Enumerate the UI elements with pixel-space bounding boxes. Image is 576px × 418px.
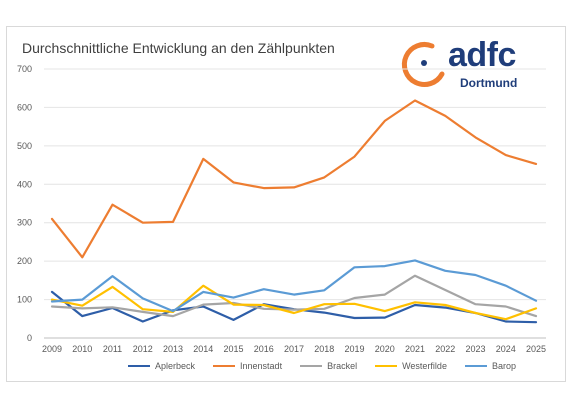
legend-item-aplerbeck: Aplerbeck bbox=[128, 361, 195, 371]
x-tick-label: 2021 bbox=[405, 344, 425, 354]
chart-frame bbox=[6, 26, 566, 382]
legend: Aplerbeck Innenstadt Brackel Westerfilde Bar… bbox=[128, 361, 516, 371]
series-line-barop bbox=[50, 259, 538, 313]
legend-swatch bbox=[464, 365, 487, 367]
legend-swatch bbox=[213, 365, 236, 367]
x-tick-label: 2017 bbox=[284, 344, 304, 354]
legend-label: Aplerbeck bbox=[155, 361, 196, 371]
x-tick-label: 2015 bbox=[223, 344, 243, 354]
y-tick-label: 200 bbox=[17, 256, 32, 266]
x-tick-label: 2009 bbox=[42, 344, 62, 354]
x-tick-label: 2012 bbox=[133, 344, 153, 354]
y-tick-label: 300 bbox=[17, 218, 32, 228]
x-tick-label: 2019 bbox=[344, 344, 364, 354]
y-tick-label: 400 bbox=[17, 179, 32, 189]
y-tick-label: 100 bbox=[17, 295, 32, 305]
series-line-westerfilde bbox=[50, 284, 538, 321]
series-line-brackel bbox=[50, 274, 538, 318]
chart-title: Durchschnittliche Entwicklung an den Zäh… bbox=[22, 40, 335, 56]
x-tick-label: 2016 bbox=[254, 344, 274, 354]
y-tick-label: 500 bbox=[17, 141, 32, 151]
x-tick-label: 2025 bbox=[526, 344, 546, 354]
x-tick-label: 2024 bbox=[496, 344, 516, 354]
x-tick-label: 2011 bbox=[103, 344, 122, 354]
legend-item-westerfilde: Westerfilde bbox=[375, 361, 447, 371]
x-tick-label: 2010 bbox=[72, 344, 92, 354]
legend-label: Barop bbox=[491, 361, 516, 371]
x-tick-label: 2014 bbox=[193, 344, 213, 354]
x-tick-label: 2018 bbox=[314, 344, 334, 354]
x-tick-label: 2022 bbox=[435, 344, 455, 354]
x-tick-label: 2013 bbox=[163, 344, 183, 354]
legend-item-innenstadt: Innenstadt bbox=[213, 361, 282, 371]
legend-label: Brackel bbox=[327, 361, 358, 371]
adfc-logo-ring-icon bbox=[401, 42, 445, 87]
logo-wordmark: adfc bbox=[448, 36, 516, 74]
legend-label: Innenstadt bbox=[240, 361, 283, 371]
legend-swatch bbox=[300, 365, 323, 367]
x-tick-label: 2020 bbox=[375, 344, 395, 354]
logo-subtitle: Dortmund bbox=[460, 76, 518, 90]
y-tick-label: 700 bbox=[17, 64, 32, 74]
series-line-innenstadt bbox=[50, 99, 538, 259]
legend-swatch bbox=[128, 365, 150, 367]
legend-item-barop: Barop bbox=[464, 361, 516, 371]
legend-swatch bbox=[375, 365, 398, 367]
adfc-logo: adfc Dortmund bbox=[398, 36, 548, 94]
legend-label: Westerfilde bbox=[402, 361, 447, 371]
y-tick-label: 600 bbox=[17, 102, 32, 112]
legend-item-brackel: Brackel bbox=[300, 361, 357, 371]
x-tick-label: 2023 bbox=[465, 344, 485, 354]
y-tick-label: 0 bbox=[27, 333, 32, 343]
